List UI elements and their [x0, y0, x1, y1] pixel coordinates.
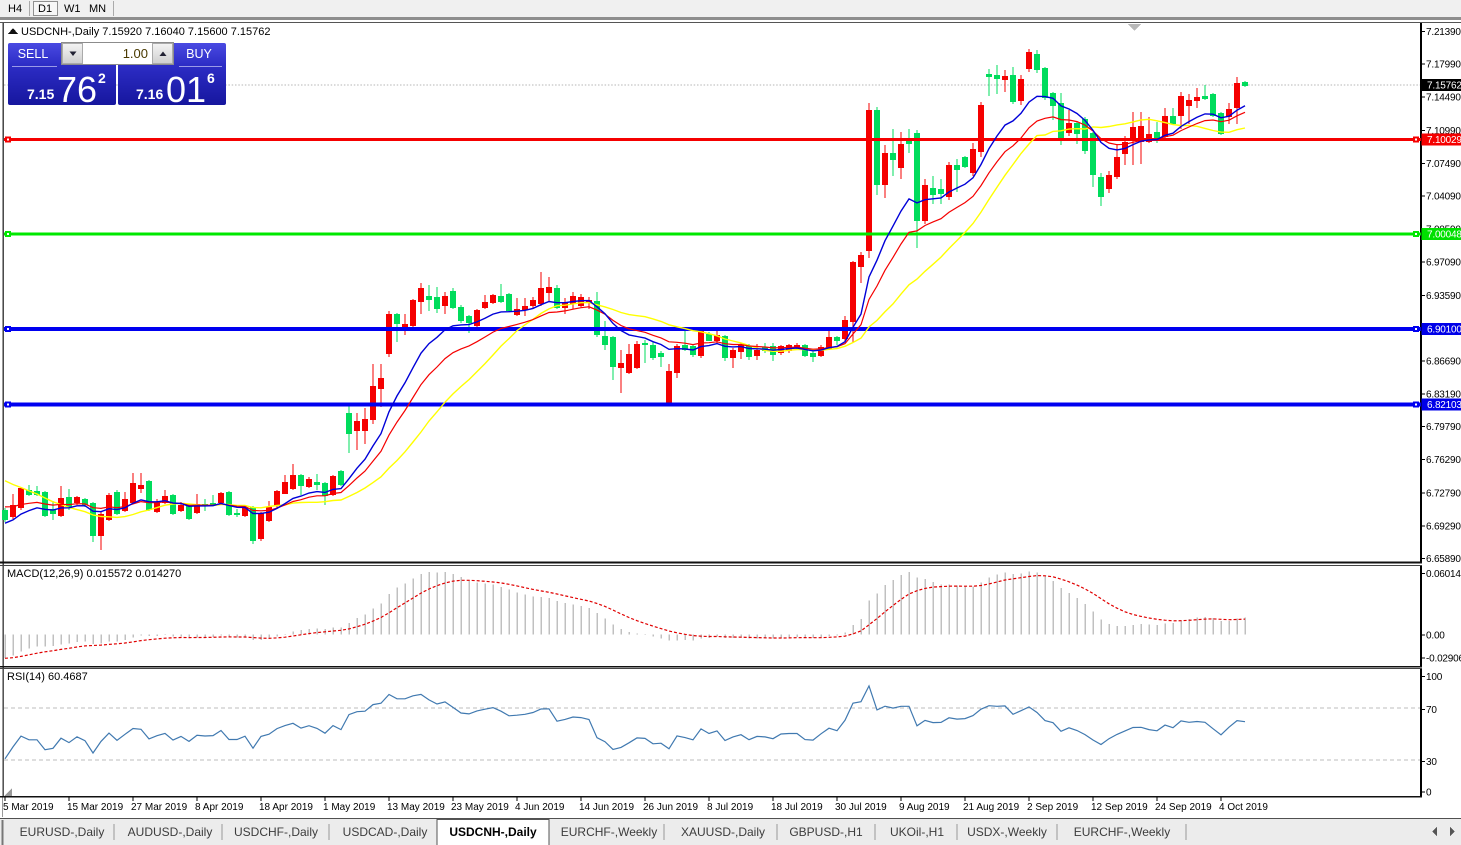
svg-text:6.83190: 6.83190 [1426, 390, 1461, 401]
svg-text:SELL: SELL [18, 47, 49, 61]
svg-text:EURCHF-,Weekly: EURCHF-,Weekly [561, 825, 657, 839]
svg-text:9 Aug 2019: 9 Aug 2019 [899, 802, 950, 813]
svg-text:0: 0 [1426, 788, 1432, 799]
svg-text:21 Aug 2019: 21 Aug 2019 [963, 802, 1020, 813]
svg-text:7.10990: 7.10990 [1426, 126, 1461, 137]
svg-text:XAUUSD-,Daily: XAUUSD-,Daily [681, 825, 765, 839]
svg-text:UKOil-,H1: UKOil-,H1 [890, 825, 944, 839]
svg-text:-0.029064: -0.029064 [1426, 653, 1461, 664]
svg-text:100: 100 [1426, 672, 1443, 683]
svg-text:USDCHF-,Daily: USDCHF-,Daily [234, 825, 318, 839]
svg-text:H4: H4 [8, 3, 22, 15]
svg-text:USDCNH-,Daily 7.15920 7.16040: USDCNH-,Daily 7.15920 7.16040 7.15600 7.… [21, 26, 271, 38]
svg-text:0.00: 0.00 [1426, 630, 1445, 641]
svg-text:BUY: BUY [186, 47, 212, 61]
svg-text:12 Sep 2019: 12 Sep 2019 [1091, 802, 1148, 813]
svg-text:RSI(14) 60.4687: RSI(14) 60.4687 [7, 671, 88, 683]
svg-text:30: 30 [1426, 757, 1437, 768]
svg-text:5 Mar 2019: 5 Mar 2019 [3, 802, 54, 813]
svg-text:15 Mar 2019: 15 Mar 2019 [67, 802, 124, 813]
svg-text:6.97090: 6.97090 [1426, 258, 1461, 269]
svg-text:4 Jun 2019: 4 Jun 2019 [515, 802, 565, 813]
svg-text:7.21390: 7.21390 [1426, 27, 1461, 38]
svg-text:7.15: 7.15 [27, 86, 54, 102]
svg-text:W1: W1 [64, 3, 81, 15]
svg-text:18 Jul 2019: 18 Jul 2019 [771, 802, 823, 813]
svg-text:USDX-,Weekly: USDX-,Weekly [967, 825, 1047, 839]
svg-text:MN: MN [89, 3, 106, 15]
svg-text:01: 01 [166, 69, 206, 110]
svg-text:6.90100: 6.90100 [1427, 325, 1461, 336]
svg-text:7.00048: 7.00048 [1427, 230, 1461, 241]
svg-text:2 Sep 2019: 2 Sep 2019 [1027, 802, 1079, 813]
svg-text:6.79790: 6.79790 [1426, 422, 1461, 433]
svg-text:USDCAD-,Daily: USDCAD-,Daily [343, 825, 428, 839]
svg-text:23 May 2019: 23 May 2019 [451, 802, 509, 813]
svg-text:7.15762: 7.15762 [1427, 81, 1461, 92]
svg-text:18 Apr 2019: 18 Apr 2019 [259, 802, 313, 813]
svg-text:6.86690: 6.86690 [1426, 356, 1461, 367]
svg-text:6.76290: 6.76290 [1426, 455, 1461, 466]
svg-text:D1: D1 [38, 3, 52, 15]
svg-text:6.65890: 6.65890 [1426, 554, 1461, 565]
svg-text:2: 2 [98, 70, 106, 86]
svg-text:1 May 2019: 1 May 2019 [323, 802, 376, 813]
svg-text:8 Jul 2019: 8 Jul 2019 [707, 802, 754, 813]
svg-text:EURUSD-,Daily: EURUSD-,Daily [20, 825, 105, 839]
svg-text:6.69290: 6.69290 [1426, 522, 1461, 533]
svg-text:7.16: 7.16 [136, 86, 163, 102]
svg-text:GBPUSD-,H1: GBPUSD-,H1 [789, 825, 863, 839]
svg-text:24 Sep 2019: 24 Sep 2019 [1155, 802, 1212, 813]
svg-text:MACD(12,26,9) 0.015572 0.01427: MACD(12,26,9) 0.015572 0.014270 [7, 568, 181, 580]
svg-text:0.060146: 0.060146 [1426, 569, 1461, 580]
svg-text:1.00: 1.00 [123, 46, 148, 61]
svg-text:8 Apr 2019: 8 Apr 2019 [195, 802, 244, 813]
svg-text:EURCHF-,Weekly: EURCHF-,Weekly [1074, 825, 1170, 839]
svg-text:14 Jun 2019: 14 Jun 2019 [579, 802, 634, 813]
svg-text:30 Jul 2019: 30 Jul 2019 [835, 802, 887, 813]
svg-text:27 Mar 2019: 27 Mar 2019 [131, 802, 188, 813]
svg-text:7.14490: 7.14490 [1426, 93, 1461, 104]
svg-text:6.82103: 6.82103 [1427, 400, 1461, 411]
svg-text:13 May 2019: 13 May 2019 [387, 802, 445, 813]
svg-text:7.07490: 7.07490 [1426, 159, 1461, 170]
svg-text:AUDUSD-,Daily: AUDUSD-,Daily [128, 825, 213, 839]
svg-text:7.17990: 7.17990 [1426, 59, 1461, 70]
svg-text:USDCNH-,Daily: USDCNH-,Daily [449, 825, 537, 839]
svg-text:26 Jun 2019: 26 Jun 2019 [643, 802, 698, 813]
svg-text:76: 76 [57, 69, 97, 110]
svg-text:70: 70 [1426, 705, 1437, 716]
svg-text:6.93590: 6.93590 [1426, 291, 1461, 302]
svg-text:7.04090: 7.04090 [1426, 191, 1461, 202]
svg-text:6.72790: 6.72790 [1426, 488, 1461, 499]
svg-text:6: 6 [207, 70, 215, 86]
svg-text:4 Oct 2019: 4 Oct 2019 [1219, 802, 1268, 813]
svg-text:7.10029: 7.10029 [1427, 135, 1461, 146]
